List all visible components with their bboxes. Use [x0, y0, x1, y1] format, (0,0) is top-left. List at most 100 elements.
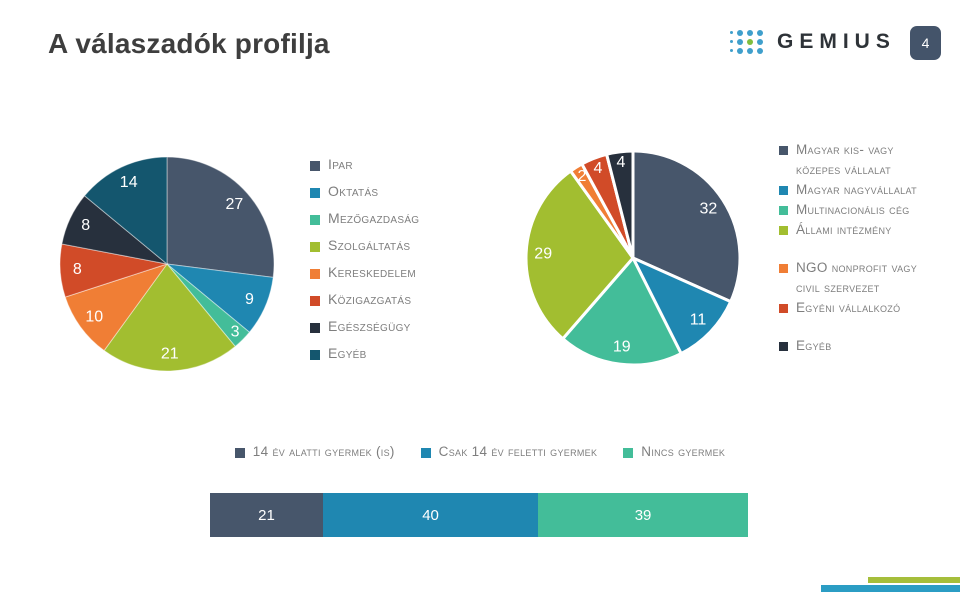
legend-label: Multinacionális cég: [796, 202, 910, 217]
pie-slice-2: [166, 263, 251, 348]
bar-segment-value: 21: [258, 506, 275, 524]
legend-swatch: [779, 264, 788, 273]
pie-slice-1: [165, 263, 274, 333]
children-bar-legend: 14 év alatti gyermek (is) Csak 14 év fele…: [0, 444, 960, 459]
legend-item-1: Csak 14 év feletti gyermek: [420, 444, 598, 459]
gemius-logo: GEMIUS: [728, 28, 896, 55]
children-stacked-bar: 21 40 39: [210, 493, 748, 537]
legend-label: Ipar: [328, 156, 353, 172]
legend-swatch: [779, 304, 788, 313]
pie-slice-value: 4: [593, 160, 602, 177]
bar-segment-value: 39: [634, 506, 652, 524]
logo-dot: [737, 38, 743, 45]
pie-slice-6: [61, 195, 168, 265]
pie-slice-value: 8: [73, 261, 82, 278]
legend-swatch: [234, 448, 245, 458]
legend-item-1: Magyar nagyvállalat: [779, 180, 929, 200]
company-pie-chart: 32 11 19 29 2 4 4: [523, 148, 743, 373]
logo-dot: [730, 49, 733, 52]
legend-item-2: Multinacionális cég: [779, 200, 929, 220]
legend-label: Közigazgatás: [328, 291, 412, 307]
legend-item-0: Ipar: [310, 157, 419, 171]
pie-slice-value: 14: [120, 174, 138, 191]
legend-swatch: [310, 296, 320, 306]
pie-slice-value: 32: [700, 201, 718, 218]
pie-slice-value: 21: [161, 345, 179, 362]
legend-label: Magyar nagyvállalat: [796, 182, 917, 197]
page-title: A válaszadók profilja: [48, 28, 330, 59]
legend-label: 14 év alatti gyermek (is): [252, 444, 395, 459]
legend-label: Egyéb: [796, 338, 832, 353]
legend-item-5: Egyéni vállalkozó: [779, 298, 929, 318]
pie-slice-value: 3: [231, 324, 240, 341]
legend-label: Egészségügy: [328, 318, 411, 334]
logo-dot: [757, 29, 763, 36]
legend-swatch: [310, 350, 320, 360]
logo-dot: [737, 29, 743, 36]
legend-swatch: [623, 448, 634, 458]
logo-dot: [730, 40, 733, 43]
legend-swatch: [779, 206, 788, 215]
logo-dot: [737, 47, 743, 54]
pie-slice-0: [631, 149, 742, 304]
logo-dot-grid-icon: [728, 28, 765, 55]
footer-accent-blue-bar: [821, 585, 960, 592]
pie-slice-2: [560, 255, 684, 367]
sector-pie-legend: Ipar Oktatás Mezőgazdaság Szolgáltatás Keres…: [310, 157, 419, 373]
legend-item-4: NGO nonprofit vagy civil szervezet: [779, 258, 929, 298]
company-pie-legend: Magyar kis- vagy közepes vállalat Magyar …: [779, 140, 929, 356]
logo-dot: [757, 47, 763, 54]
pie-slice-value: 19: [613, 339, 631, 356]
footer-accent-green-bar: [868, 577, 960, 583]
logo-dot: [747, 47, 753, 54]
legend-label: Magyar kis- vagy közepes vállalat: [796, 142, 894, 177]
sector-pie-chart: 27 9 3 21 10 8 8 14: [57, 154, 277, 379]
legend-item-2: Mezőgazdaság: [310, 211, 419, 225]
pie-slice-3: [103, 263, 236, 372]
page-number-badge: 4: [910, 26, 941, 60]
legend-label: Oktatás: [328, 183, 379, 199]
legend-label: Kereskedelem: [328, 264, 416, 280]
legend-item-6: Egyéb: [779, 336, 929, 356]
legend-label: Egyéni vállalkozó: [796, 300, 901, 315]
legend-item-7: Egyéb: [310, 346, 419, 360]
pie-slice-value: 9: [245, 291, 254, 308]
pie-slice-value: 4: [617, 154, 626, 171]
legend-swatch: [779, 226, 788, 235]
legend-swatch: [779, 342, 788, 351]
pie-slice-value: 11: [690, 312, 707, 329]
legend-label: Szolgáltatás: [328, 237, 411, 253]
legend-item-0: Magyar kis- vagy közepes vállalat: [779, 140, 929, 180]
legend-item-4: Kereskedelem: [310, 265, 419, 279]
pie-slice-5: [59, 243, 168, 298]
legend-swatch: [310, 215, 320, 225]
legend-item-5: Közigazgatás: [310, 292, 419, 306]
bar-segment-1: 40: [322, 493, 539, 537]
legend-item-0: 14 év alatti gyermek (is): [234, 444, 395, 459]
pie-slice-3: [524, 168, 635, 341]
legend-item-3: Szolgáltatás: [310, 238, 419, 252]
legend-swatch: [310, 161, 320, 171]
legend-swatch: [310, 269, 320, 279]
legend-label: Egyéb: [328, 345, 367, 361]
legend-swatch: [310, 323, 320, 333]
legend-swatch: [310, 188, 320, 198]
pie-slice-value: 2: [577, 168, 586, 185]
legend-label: Nincs gyermek: [641, 444, 726, 459]
legend-swatch: [779, 146, 788, 155]
bar-segment-value: 40: [422, 506, 439, 524]
bar-segment-2: 39: [538, 493, 748, 537]
legend-item-3: Állami intézmény: [779, 220, 929, 240]
legend-swatch: [779, 186, 788, 195]
legend-label: Csak 14 év feletti gyermek: [438, 444, 598, 459]
legend-label: Mezőgazdaság: [328, 210, 420, 226]
legend-label: Állami intézmény: [796, 222, 892, 237]
pie-slice-0: [166, 156, 275, 278]
logo-accent-dot: [747, 38, 753, 45]
legend-label: NGO nonprofit vagy civil szervezet: [796, 260, 917, 295]
logo-dot: [747, 29, 753, 36]
pie-slice-value: 10: [85, 308, 103, 325]
logo-dot: [730, 31, 733, 34]
pie-slice-4: [64, 263, 169, 352]
